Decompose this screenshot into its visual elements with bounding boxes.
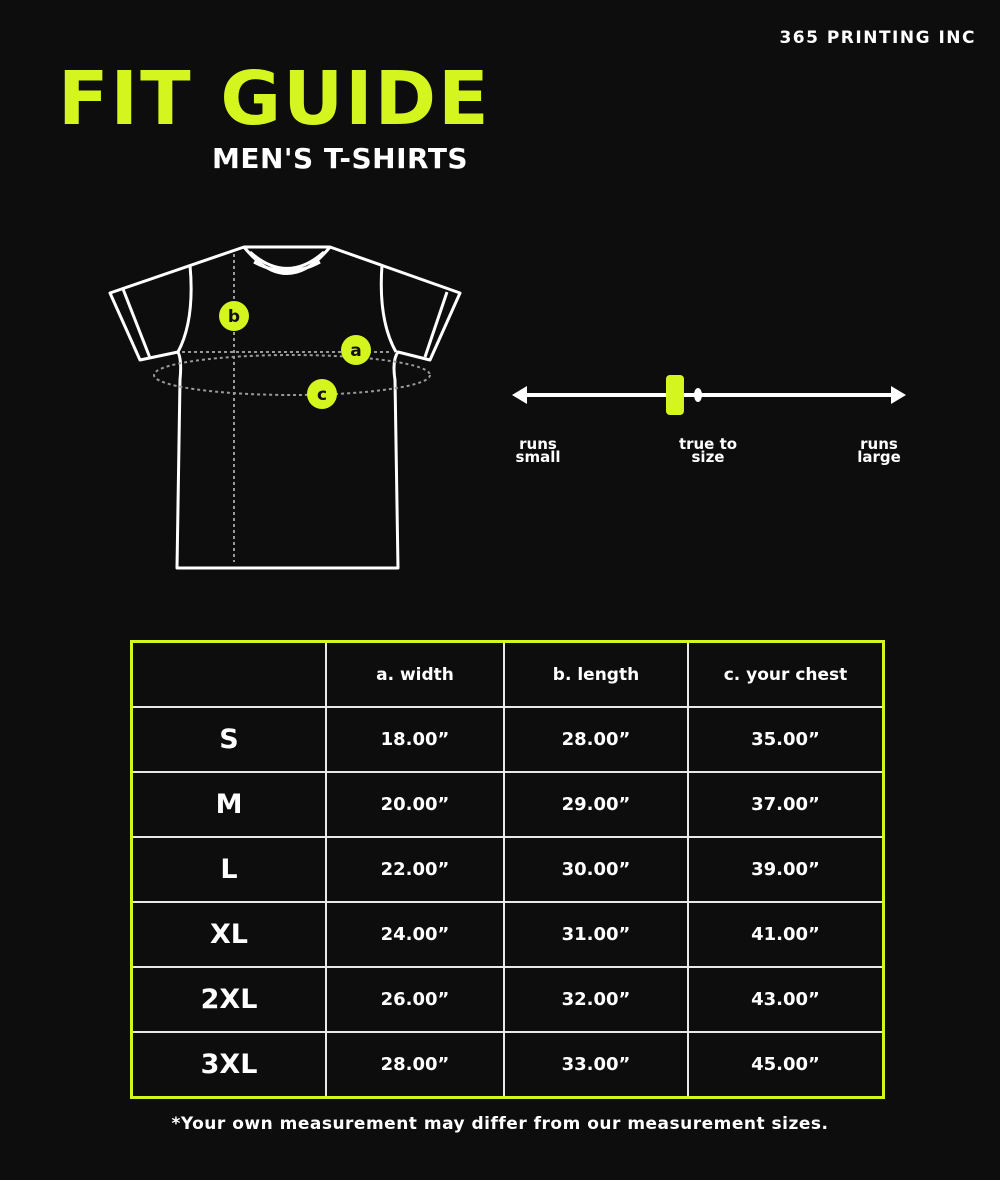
chest-cell: 37.00”: [687, 771, 885, 838]
arrow-right-icon: [891, 386, 906, 404]
size-cell: S: [130, 706, 327, 773]
chest-cell: 35.00”: [687, 706, 885, 773]
measurement-guides: [153, 254, 431, 562]
chest-cell: 45.00”: [687, 1031, 885, 1099]
chest-cell: 39.00”: [687, 836, 885, 903]
table-row: M 20.00” 29.00” 37.00”: [130, 771, 885, 838]
size-cell: L: [130, 836, 327, 903]
chest-cell: 41.00”: [687, 901, 885, 968]
footnote: *Your own measurement may differ from ou…: [171, 1114, 829, 1134]
header-chest: c. your chest: [687, 640, 885, 708]
size-table: a. width b. length c. your chest S 18.00”…: [130, 640, 885, 1099]
runs-large-label: runs large: [857, 435, 901, 466]
tshirt-diagram: b a c: [108, 245, 906, 570]
marker-b: b: [219, 301, 249, 331]
size-cell: XL: [130, 901, 327, 968]
true-to-size-label: true to size: [678, 435, 738, 466]
page-subtitle: MEN'S T-SHIRTS: [212, 142, 469, 175]
svg-text:b: b: [228, 307, 240, 327]
table-row: S 18.00” 28.00” 35.00”: [130, 706, 885, 773]
length-cell: 28.00”: [503, 706, 689, 773]
width-cell: 26.00”: [325, 966, 505, 1033]
svg-text:c: c: [317, 385, 327, 405]
width-cell: 18.00”: [325, 706, 505, 773]
marker-c: c: [307, 379, 337, 409]
length-cell: 33.00”: [503, 1031, 689, 1099]
tshirt-outline-icon: [108, 245, 462, 570]
arrow-left-icon: [512, 386, 527, 404]
width-cell: 22.00”: [325, 836, 505, 903]
header-width: a. width: [325, 640, 505, 708]
header-length: b. length: [503, 640, 689, 708]
table-row: XL 24.00” 31.00” 41.00”: [130, 901, 885, 968]
header-size: [130, 640, 327, 708]
svg-text:a: a: [350, 341, 361, 361]
table-row: 3XL 28.00” 33.00” 45.00”: [130, 1031, 885, 1099]
fit-indicator: [665, 375, 684, 415]
length-cell: 30.00”: [503, 836, 689, 903]
runs-small-label: runs small: [515, 435, 561, 466]
fit-scale: [512, 375, 906, 415]
size-cell: M: [130, 771, 327, 838]
length-cell: 29.00”: [503, 771, 689, 838]
chest-cell: 43.00”: [687, 966, 885, 1033]
length-cell: 31.00”: [503, 901, 689, 968]
length-cell: 32.00”: [503, 966, 689, 1033]
center-tick: [694, 388, 702, 402]
width-cell: 28.00”: [325, 1031, 505, 1099]
width-cell: 20.00”: [325, 771, 505, 838]
page-title: FIT GUIDE: [58, 56, 491, 142]
marker-a: a: [341, 335, 371, 365]
brand-name: 365 PRINTING INC: [779, 28, 976, 48]
size-cell: 2XL: [130, 966, 327, 1033]
table-row: 2XL 26.00” 32.00” 43.00”: [130, 966, 885, 1033]
table-row: L 22.00” 30.00” 39.00”: [130, 836, 885, 903]
width-cell: 24.00”: [325, 901, 505, 968]
size-cell: 3XL: [130, 1031, 327, 1099]
table-header-row: a. width b. length c. your chest: [130, 640, 885, 708]
